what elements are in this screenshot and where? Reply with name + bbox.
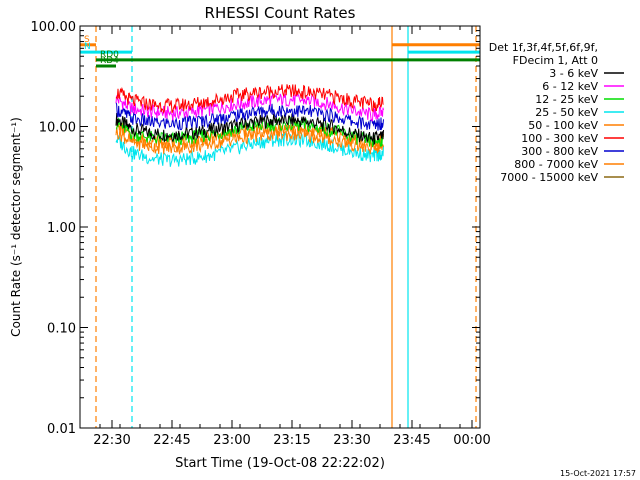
legend-label-1: 6 - 12 keV bbox=[542, 80, 598, 93]
axis-layer: 0.01 0.10 1.00 10.00 100.00 22:30 22:45 23:00 23… bbox=[31, 20, 491, 448]
x-tick-label-4: 23:30 bbox=[333, 433, 370, 448]
flag-label-0: S bbox=[84, 35, 90, 45]
flag-label-2: RD0 bbox=[100, 50, 119, 60]
y-axis-label: Count Rate (s⁻¹ detector segment⁻¹) bbox=[9, 117, 23, 337]
x-tick-label-2: 23:00 bbox=[213, 433, 250, 448]
y-tick-label-2: 1.00 bbox=[47, 221, 76, 236]
series-line-0 bbox=[115, 112, 384, 146]
legend-header-1: FDecim 1, Att 0 bbox=[513, 54, 598, 67]
flag-label-1: N bbox=[84, 42, 91, 52]
legend-label-6: 300 - 800 keV bbox=[521, 145, 598, 158]
chart-title: RHESSI Count Rates bbox=[205, 4, 356, 22]
x-tick-label-3: 23:15 bbox=[273, 433, 310, 448]
series-line-6 bbox=[115, 101, 384, 131]
legend-label-0: 3 - 6 keV bbox=[549, 67, 598, 80]
y-tick-label-0: 0.01 bbox=[47, 422, 76, 437]
legend-label-2: 12 - 25 keV bbox=[535, 93, 598, 106]
series-line-4 bbox=[115, 126, 384, 155]
legend-label-3: 25 - 50 keV bbox=[535, 106, 598, 119]
x-tick-label-0: 22:30 bbox=[93, 433, 130, 448]
x-tick-label-6: 00:00 bbox=[453, 433, 490, 448]
y-tick-label-1: 0.10 bbox=[47, 322, 76, 337]
flag-label-3: RD4 bbox=[100, 56, 119, 66]
x-axis-label: Start Time (19-Oct-08 22:22:02) bbox=[175, 456, 385, 471]
legend: Det 1f,3f,4f,5f,6f,9f,FDecim 1, Att 03 -… bbox=[489, 41, 624, 184]
x-tick-label-1: 22:45 bbox=[153, 433, 190, 448]
legend-label-5: 100 - 300 keV bbox=[521, 132, 598, 145]
legend-label-4: 50 - 100 keV bbox=[528, 119, 598, 132]
series-line-3 bbox=[115, 131, 384, 167]
y-tick-label-3: 10.00 bbox=[39, 121, 76, 136]
legend-label-7: 800 - 7000 keV bbox=[514, 158, 598, 171]
footer-timestamp: 15-Oct-2021 17:57 bbox=[560, 469, 636, 478]
plot-frame bbox=[79, 25, 481, 429]
y-tick-label-4: 100.00 bbox=[31, 20, 77, 35]
x-tick-label-5: 23:45 bbox=[393, 433, 430, 448]
legend-header-0: Det 1f,3f,4f,5f,6f,9f, bbox=[489, 41, 598, 54]
legend-label-8: 7000 - 15000 keV bbox=[500, 171, 598, 184]
series-line-5 bbox=[115, 84, 384, 115]
series-line-1 bbox=[115, 91, 384, 123]
